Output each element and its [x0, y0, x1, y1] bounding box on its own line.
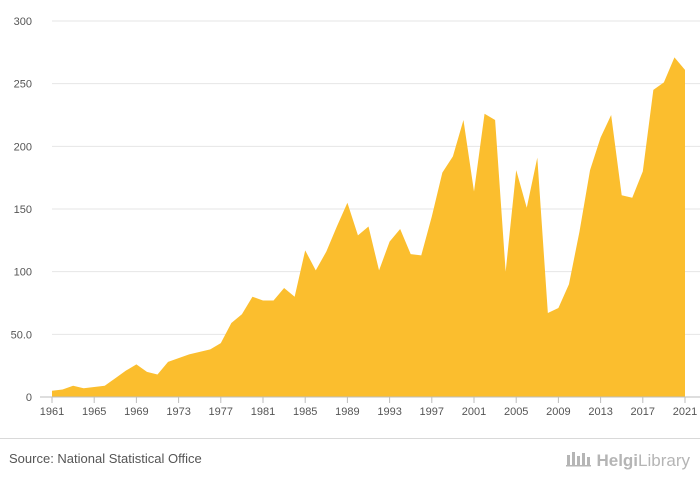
data-point[interactable]	[577, 229, 582, 234]
data-point[interactable]	[345, 200, 350, 205]
y-tick-label: 0	[26, 392, 32, 404]
y-tick-label: 100	[14, 267, 32, 279]
area-chart: 0 50.0 100 150 200 250 300 1961 1965 1969 1973 197…	[11, 16, 700, 418]
data-point[interactable]	[239, 312, 244, 317]
data-point[interactable]	[545, 311, 550, 316]
x-tick-label: 1961	[40, 406, 64, 418]
x-tick-label: 1993	[377, 406, 401, 418]
data-point[interactable]	[598, 135, 603, 140]
data-point[interactable]	[366, 224, 371, 229]
data-point[interactable]	[324, 249, 329, 254]
data-point[interactable]	[493, 118, 498, 123]
data-point[interactable]	[81, 386, 86, 391]
brand-name-bold: Helgi	[596, 450, 639, 470]
data-point[interactable]	[187, 352, 192, 357]
data-point[interactable]	[166, 359, 171, 364]
data-point[interactable]	[292, 294, 297, 299]
data-point[interactable]	[208, 347, 213, 352]
x-tick-label: 1981	[251, 406, 275, 418]
x-tick-label: 1997	[420, 406, 444, 418]
x-tick-label: 1977	[209, 406, 233, 418]
data-point[interactable]	[176, 356, 181, 361]
x-tick-label: 2009	[546, 406, 570, 418]
data-point[interactable]	[229, 321, 234, 326]
data-point[interactable]	[71, 383, 76, 388]
data-point[interactable]	[282, 285, 287, 290]
x-tick-label: 1969	[124, 406, 148, 418]
x-tick-label: 2017	[631, 406, 655, 418]
data-point[interactable]	[303, 248, 308, 253]
data-point[interactable]	[535, 155, 540, 160]
brand-logo[interactable]: HelgiLibrary	[566, 449, 690, 472]
data-point[interactable]	[377, 268, 382, 273]
x-tick-label: 2001	[462, 406, 486, 418]
data-point[interactable]	[514, 168, 519, 173]
data-point[interactable]	[123, 368, 128, 373]
brand-name-rest: Library	[638, 450, 690, 470]
data-point[interactable]	[556, 306, 561, 311]
data-point[interactable]	[92, 384, 97, 389]
data-point[interactable]	[640, 169, 645, 174]
data-point[interactable]	[134, 362, 139, 367]
x-axis: 1961 1965 1969 1973 1977 1981 1985 1989 1993 1997…	[40, 396, 700, 418]
data-point[interactable]	[102, 383, 107, 388]
data-point[interactable]	[398, 227, 403, 232]
data-point[interactable]	[334, 224, 339, 229]
data-point[interactable]	[50, 388, 55, 393]
data-point[interactable]	[60, 387, 65, 392]
data-point[interactable]	[472, 189, 477, 194]
data-point[interactable]	[661, 80, 666, 85]
source-note: Source: National Statistical Office	[9, 451, 202, 466]
data-point[interactable]	[408, 252, 413, 257]
x-tick-label: 1973	[166, 406, 190, 418]
helgi-library-logo-icon	[566, 449, 592, 472]
x-tick-label: 2005	[504, 406, 528, 418]
data-point[interactable]	[355, 233, 360, 238]
data-point[interactable]	[313, 268, 318, 273]
data-point[interactable]	[218, 341, 223, 346]
footer-divider	[0, 438, 700, 439]
area-fill	[52, 57, 685, 397]
data-point[interactable]	[387, 239, 392, 244]
data-point[interactable]	[524, 205, 529, 210]
data-point[interactable]	[197, 349, 202, 354]
data-point[interactable]	[672, 55, 677, 60]
data-point[interactable]	[566, 282, 571, 287]
data-point[interactable]	[419, 253, 424, 258]
data-point[interactable]	[155, 372, 160, 377]
data-point[interactable]	[144, 369, 149, 374]
data-point[interactable]	[630, 195, 635, 200]
y-axis: 0 50.0 100 150 200 250 300	[11, 16, 32, 404]
data-point[interactable]	[261, 298, 266, 303]
data-point[interactable]	[450, 154, 455, 159]
x-tick-label: 1965	[82, 406, 106, 418]
y-tick-label: 200	[14, 141, 32, 153]
data-point[interactable]	[271, 298, 276, 303]
x-tick-label: 1989	[335, 406, 359, 418]
data-point[interactable]	[429, 214, 434, 219]
data-point[interactable]	[461, 118, 466, 123]
data-point[interactable]	[683, 67, 688, 72]
data-point[interactable]	[609, 113, 614, 118]
data-point[interactable]	[250, 294, 255, 299]
data-point[interactable]	[503, 269, 508, 274]
data-point[interactable]	[619, 193, 624, 198]
y-tick-label: 150	[14, 204, 32, 216]
data-point[interactable]	[440, 170, 445, 175]
data-point[interactable]	[651, 87, 656, 92]
x-tick-label: 2021	[673, 406, 697, 418]
x-tick-label: 1985	[293, 406, 317, 418]
data-point[interactable]	[482, 111, 487, 116]
y-tick-label: 50.0	[11, 329, 32, 341]
x-tick-label: 2013	[588, 406, 612, 418]
data-point[interactable]	[588, 168, 593, 173]
y-tick-label: 250	[14, 79, 32, 91]
series-area	[50, 55, 688, 397]
data-point[interactable]	[113, 376, 118, 381]
y-tick-label: 300	[14, 16, 32, 28]
